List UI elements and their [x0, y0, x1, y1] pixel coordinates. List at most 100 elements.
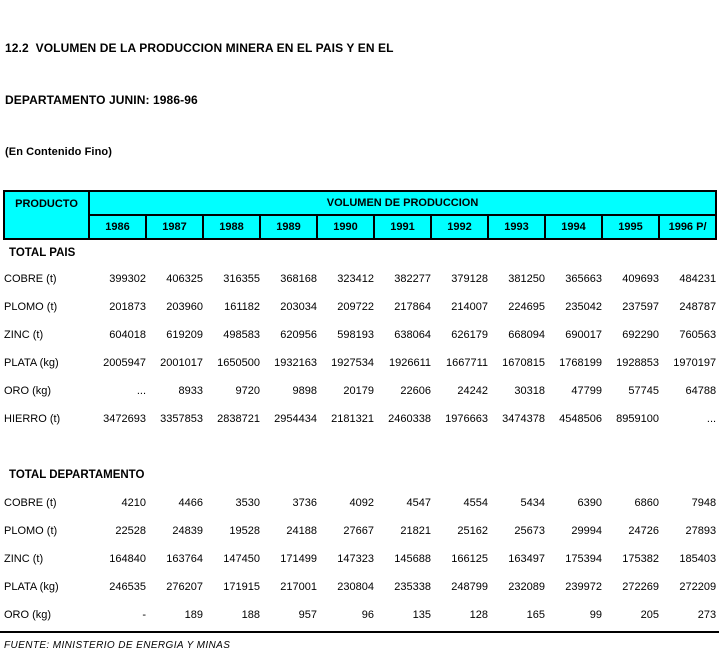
table-body: TOTAL PAIS COBRE (t) 399302 406325 316355 368… — [4, 239, 716, 629]
title-line-1: 12.2 VOLUMEN DE LA PRODUCCION MINERA EN … — [5, 41, 394, 55]
table-row: PLATA (kg) 2005947 2001017 1650500 1932163 19… — [4, 349, 716, 377]
header-row-top: PRODUCTO VOLUMEN DE PRODUCCION — [3, 190, 718, 240]
table-row: COBRE (t) 4210 4466 3530 3736 4092 4547 4554 543… — [4, 489, 716, 517]
table-row: PLATA (kg) 246535 276207 171915 217001 230804… — [4, 573, 716, 601]
value-cell: 22606 — [400, 385, 431, 397]
value-cell: 20179 — [343, 385, 374, 397]
table-title: 12.2 VOLUMEN DE LA PRODUCCION MINERA EN … — [0, 0, 719, 178]
year-header: 1994 — [544, 214, 603, 240]
table-row: ZINC (t) 604018 619209 498583 620956 598193 63… — [4, 321, 716, 349]
value-cell: 147450 — [223, 553, 260, 565]
value-cell: 1667711 — [445, 357, 488, 369]
product-label: PLATA (kg) — [4, 581, 59, 593]
value-cell: 4548506 — [559, 413, 602, 425]
value-cell: 3357853 — [160, 413, 203, 425]
value-cell: 4210 — [121, 497, 146, 509]
product-label: PLATA (kg) — [4, 357, 59, 369]
value-cell: 598193 — [337, 329, 374, 341]
value-cell: 230804 — [337, 581, 374, 593]
value-cell: 235042 — [565, 301, 602, 313]
product-label: PLOMO (t) — [4, 301, 58, 313]
value-cell: 276207 — [166, 581, 203, 593]
footer-divider — [0, 631, 719, 633]
section-heading-row: TOTAL DEPARTAMENTO — [4, 461, 716, 489]
value-cell: 316355 — [223, 273, 260, 285]
value-cell: 379128 — [451, 273, 488, 285]
value-cell: 1976663 — [445, 413, 488, 425]
value-cell: 163497 — [508, 553, 545, 565]
value-cell: 273 — [697, 609, 717, 621]
value-cell: 1650500 — [217, 357, 260, 369]
value-cell: 619209 — [166, 329, 203, 341]
value-cell: ... — [706, 413, 717, 425]
section-spacer — [4, 433, 716, 461]
product-label: COBRE (t) — [4, 273, 57, 285]
year-header: 1988 — [202, 214, 261, 240]
table-row: ZINC (t) 164840 163764 147450 171499 147323 14… — [4, 545, 716, 573]
value-cell: 214007 — [451, 301, 488, 313]
value-cell: 248799 — [451, 581, 488, 593]
value-cell: 185403 — [679, 553, 717, 565]
table-row: HIERRO (t) 3472693 3357853 2838721 2954434 21… — [4, 405, 716, 433]
value-cell: 2460338 — [388, 413, 431, 425]
value-cell: 323412 — [337, 273, 374, 285]
years-header-row: 1986 1987 1988 1989 1990 1991 1992 1993 1994 1995… — [4, 214, 718, 240]
value-cell: 760563 — [679, 329, 717, 341]
value-cell: 381250 — [508, 273, 545, 285]
year-header: 1989 — [259, 214, 318, 240]
value-cell: 4466 — [178, 497, 203, 509]
year-header: 1993 — [487, 214, 546, 240]
value-cell: 166125 — [451, 553, 488, 565]
section-heading: TOTAL DEPARTAMENTO — [9, 469, 145, 481]
section-heading-row: TOTAL PAIS — [4, 239, 716, 265]
value-cell: 27667 — [343, 525, 374, 537]
value-cell: 1927534 — [331, 357, 374, 369]
year-header: 1995 — [601, 214, 660, 240]
value-cell: 399302 — [109, 273, 146, 285]
title-line-3: (En Contenido Fino) — [5, 146, 112, 158]
section-heading: TOTAL PAIS — [9, 246, 76, 259]
value-cell: 1926611 — [388, 357, 431, 369]
year-header: 1996 P/ — [657, 214, 718, 240]
value-cell: 29994 — [571, 525, 602, 537]
year-header: 1986 — [88, 214, 147, 240]
value-cell: 205 — [640, 609, 659, 621]
value-cell: 164840 — [109, 553, 146, 565]
value-cell: 128 — [469, 609, 488, 621]
value-cell: 604018 — [109, 329, 146, 341]
value-cell: 147323 — [337, 553, 374, 565]
value-cell: 484231 — [679, 273, 717, 285]
value-cell: 1768199 — [559, 357, 602, 369]
value-cell: 2005947 — [103, 357, 146, 369]
value-cell: 209722 — [337, 301, 374, 313]
value-cell: 203960 — [166, 301, 203, 313]
value-cell: 27893 — [685, 525, 717, 537]
table-row: ORO (kg) - 189 188 957 96 135 128 165 99 205 273 — [4, 601, 716, 629]
value-cell: 6390 — [577, 497, 602, 509]
value-cell: 9720 — [235, 385, 260, 397]
value-cell: 30318 — [514, 385, 545, 397]
value-cell: 365663 — [565, 273, 602, 285]
value-cell: 24242 — [457, 385, 488, 397]
value-cell: 25162 — [457, 525, 488, 537]
product-label: HIERRO (t) — [4, 413, 61, 425]
value-cell: 3736 — [292, 497, 317, 509]
value-cell: 690017 — [565, 329, 602, 341]
value-cell: 626179 — [451, 329, 488, 341]
value-cell: 5434 — [520, 497, 545, 509]
product-label: ORO (kg) — [4, 609, 52, 621]
value-cell: 25673 — [514, 525, 545, 537]
value-cell: 145688 — [394, 553, 431, 565]
value-cell: 7948 — [691, 497, 717, 509]
value-cell: 638064 — [394, 329, 431, 341]
year-header: 1990 — [316, 214, 375, 240]
value-cell: 189 — [184, 609, 203, 621]
value-cell: 1970197 — [673, 357, 717, 369]
value-cell: 21821 — [400, 525, 431, 537]
product-label: PLOMO (t) — [4, 525, 58, 537]
value-cell: 99 — [589, 609, 602, 621]
value-cell: 47799 — [571, 385, 602, 397]
value-cell: 1928853 — [616, 357, 659, 369]
value-cell: 1670815 — [502, 357, 545, 369]
value-cell: 368168 — [280, 273, 317, 285]
